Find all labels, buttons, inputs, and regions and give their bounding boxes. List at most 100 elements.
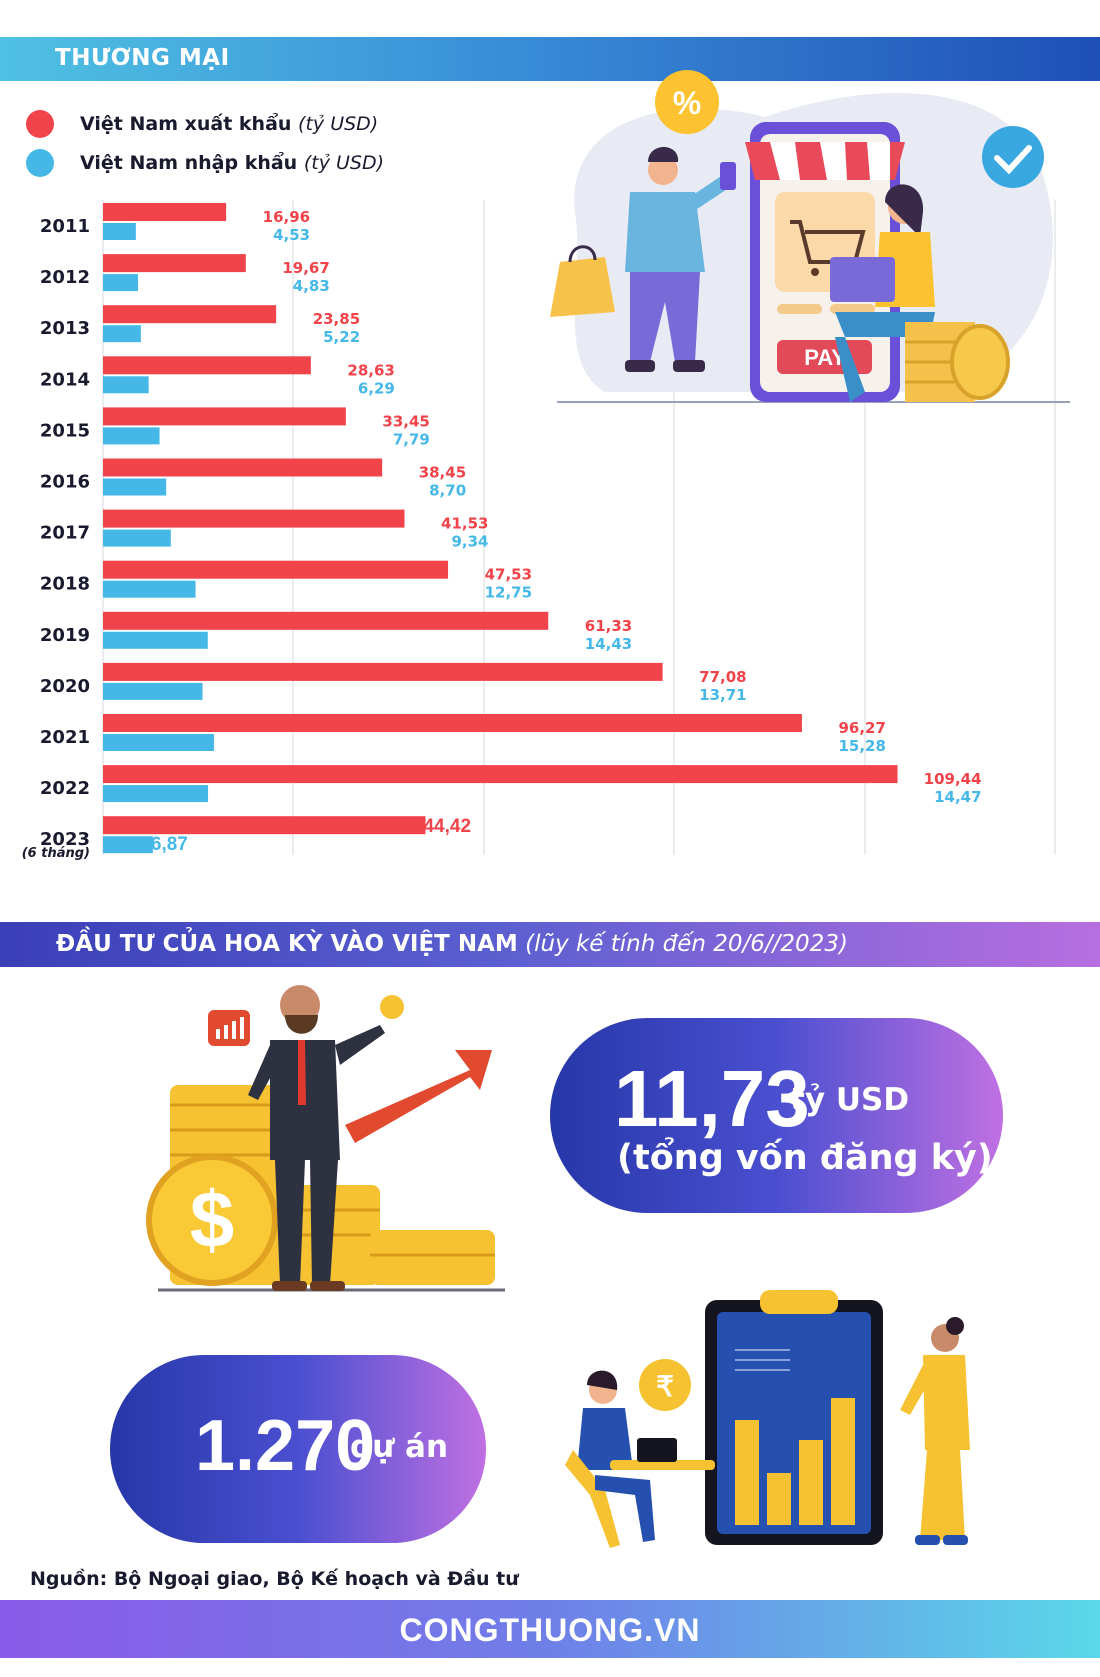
bar-import — [103, 478, 167, 496]
data-label-import: 6,87 — [151, 834, 188, 855]
data-label-export: 41,53 — [441, 515, 488, 533]
svg-text:₹: ₹ — [656, 1371, 674, 1402]
investment-header-title: ĐẦU TƯ CỦA HOA KỲ VÀO VIỆT NAM — [56, 931, 518, 957]
data-label-export: 38,45 — [419, 464, 466, 482]
capital-label: (tổng vốn đăng ký) — [617, 1138, 993, 1178]
laptop-icon — [637, 1438, 677, 1462]
data-label-import: 14,43 — [585, 635, 632, 653]
rupee-coin-icon — [639, 1359, 691, 1411]
source-note: Nguồn: Bộ Ngoại giao, Bộ Kế hoạch và Đầu… — [30, 1568, 519, 1590]
growth-arrow-icon — [345, 1050, 492, 1143]
bar-import — [103, 529, 171, 547]
y-tick-label: 2013 — [40, 318, 90, 339]
seated-worker — [565, 1370, 715, 1548]
data-label-export: 28,63 — [347, 361, 394, 379]
data-label-import: 15,28 — [838, 737, 885, 755]
projects-value: 1.270 — [195, 1406, 376, 1486]
coin-stack — [905, 322, 1010, 402]
awning-stripes — [770, 142, 890, 180]
bar-import — [103, 427, 160, 445]
y-tick-label: 2017 — [40, 523, 90, 544]
data-label-import: 8,70 — [429, 482, 466, 500]
bar-import — [103, 682, 203, 700]
investment-header-note: (lũy kế tính đến 20/6//2023) — [525, 931, 848, 957]
bar-export — [103, 458, 383, 477]
footer-brand: CONGTHUONG.VN — [399, 1612, 701, 1648]
y-tick-note: (6 tháng) — [22, 846, 90, 860]
bar-export — [103, 254, 246, 273]
data-label-import: 7,79 — [393, 430, 430, 448]
legend-import-unit: (tỷ USD) — [303, 152, 384, 174]
data-label-import: 4,83 — [293, 277, 330, 295]
legend-export-swatch — [26, 110, 54, 138]
businessman — [248, 985, 385, 1291]
standing-woman — [900, 1317, 970, 1545]
bar-import — [103, 836, 153, 854]
footer-band: CONGTHUONG.VN — [0, 1600, 1100, 1658]
bar-import — [103, 223, 136, 240]
dashboard-illustration: ₹ — [565, 1290, 970, 1548]
data-label-import: 9,34 — [451, 533, 488, 551]
bar-export — [103, 356, 311, 375]
legend-import-label: Việt Nam nhập khẩu — [80, 152, 298, 174]
data-label-export: 109,44 — [924, 770, 982, 788]
dollar-icon: $ — [190, 1175, 235, 1264]
bar-import — [103, 580, 196, 598]
bar-export — [103, 816, 426, 835]
data-label-export: 23,85 — [313, 310, 360, 328]
data-label-import: 4,53 — [273, 226, 310, 244]
y-tick-label: 2015 — [40, 420, 90, 441]
y-tick-label: 2016 — [40, 472, 90, 493]
trade-header-title: THƯƠNG MẠI — [55, 45, 230, 71]
data-label-export: 96,27 — [838, 719, 885, 737]
data-label-import: 13,71 — [699, 686, 746, 704]
y-tick-label: 2021 — [40, 727, 90, 748]
dollar-coin — [146, 1154, 278, 1286]
data-label-export: 19,67 — [282, 259, 329, 277]
board-bar — [799, 1440, 823, 1525]
bar-export — [103, 509, 405, 528]
bar-import — [103, 376, 149, 394]
seated-woman — [830, 184, 935, 402]
bar-import — [103, 325, 141, 343]
bar-import — [103, 631, 208, 649]
shopping-illustration: PAY % — [550, 70, 1070, 403]
data-label-export: 16,96 — [263, 208, 310, 226]
y-tick-label: 2022 — [40, 778, 90, 799]
data-label-export: 47,53 — [485, 566, 532, 584]
legend-export-label: Việt Nam xuất khẩu — [80, 113, 292, 135]
board-bar — [767, 1473, 791, 1525]
legend-import-swatch — [26, 149, 54, 177]
projects-pill: 1.270 dự án — [110, 1355, 486, 1543]
y-tick-label: 2019 — [40, 625, 90, 646]
bar-export — [103, 611, 549, 630]
capital-unit: tỷ USD — [790, 1082, 910, 1118]
board-bar — [831, 1398, 855, 1525]
data-label-export: 44,42 — [423, 816, 471, 837]
data-label-import: 6,29 — [358, 379, 395, 397]
check-icon — [994, 145, 1032, 175]
projects-unit: dự án — [350, 1429, 449, 1465]
bar-export — [103, 203, 227, 221]
capital-pill: 11,73 tỷ USD (tổng vốn đăng ký) — [550, 1018, 1003, 1213]
bar-export — [103, 560, 449, 579]
trade-header-band: THƯƠNG MẠI — [0, 37, 1100, 81]
bar-import — [103, 734, 214, 751]
legend-export-unit: (tỷ USD) — [298, 113, 379, 135]
y-tick-label: 2011 — [40, 216, 90, 237]
bar-export — [103, 305, 277, 324]
board-bar — [735, 1420, 759, 1525]
bar-export — [103, 407, 346, 426]
board-clip — [760, 1290, 838, 1314]
data-label-import: 14,47 — [934, 788, 981, 806]
y-tick-label: 2012 — [40, 267, 90, 288]
check-badge — [982, 126, 1044, 188]
percent-badge — [655, 70, 719, 134]
y-tick-label: 2018 — [40, 574, 90, 595]
data-label-export: 77,08 — [699, 668, 746, 686]
shopping-bag-icon — [550, 257, 615, 317]
bar-export — [103, 662, 663, 681]
shopper-man — [550, 147, 736, 372]
investment-header-band: ĐẦU TƯ CỦA HOA KỲ VÀO VIỆT NAM (lũy kế t… — [0, 922, 1100, 967]
bar-export — [103, 714, 802, 732]
